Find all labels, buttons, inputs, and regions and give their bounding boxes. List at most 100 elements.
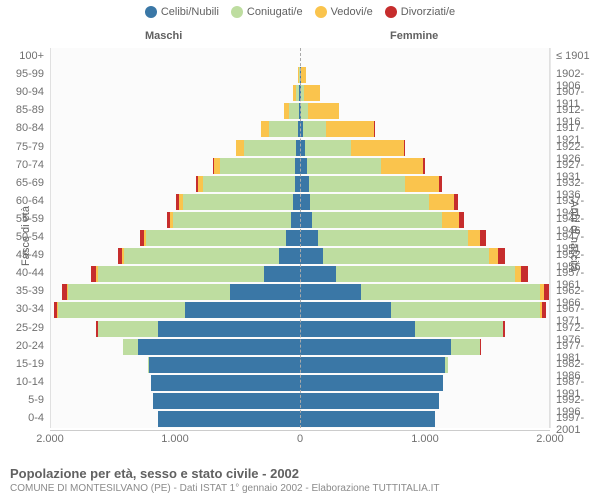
bar-segment: [326, 121, 375, 137]
bar-segment: [124, 248, 279, 264]
bar-segment: [220, 158, 295, 174]
bar-segment: [405, 176, 439, 192]
bar-segment: [423, 158, 425, 174]
bar-segment: [269, 121, 298, 137]
x-tick-label: 0: [297, 433, 303, 445]
bar-segment: [351, 140, 404, 156]
bar-segment: [303, 121, 326, 137]
bar-segment: [300, 411, 435, 427]
bar-segment: [312, 212, 442, 228]
bar-segment: [445, 357, 448, 373]
bar-segment: [305, 140, 351, 156]
bar-segment: [300, 321, 415, 337]
bar-segment: [279, 248, 300, 264]
bar-segment: [381, 158, 424, 174]
bar-segment: [261, 121, 269, 137]
y-left-label: 40-44: [0, 267, 48, 279]
bar-male: [153, 393, 301, 409]
bar-female: [300, 321, 505, 337]
bar-segment: [146, 230, 286, 246]
bar-segment: [300, 393, 439, 409]
bar-segment: [323, 248, 489, 264]
y-left-label: 10-14: [0, 376, 48, 388]
y-left-label: 50-54: [0, 231, 48, 243]
y-left-label: 25-29: [0, 322, 48, 334]
bar-segment: [291, 212, 300, 228]
bar-segment: [293, 194, 301, 210]
bar-segment: [361, 284, 540, 300]
bar-segment: [203, 176, 296, 192]
bar-segment: [451, 339, 480, 355]
y-left-label: 75-79: [0, 141, 48, 153]
bar-segment: [183, 194, 293, 210]
bar-segment: [468, 230, 481, 246]
bar-segment: [173, 212, 291, 228]
y-left-label: 0-4: [0, 412, 48, 424]
bar-male: [167, 212, 300, 228]
bar-male: [236, 140, 300, 156]
chart-footer: Popolazione per età, sesso e stato civil…: [10, 466, 590, 494]
x-tick-label: 2.000: [36, 433, 64, 445]
bar-segment: [300, 230, 318, 246]
bar-female: [300, 158, 425, 174]
bar-segment: [307, 158, 381, 174]
bar-segment: [138, 339, 301, 355]
bar-male: [62, 284, 300, 300]
legend: Celibi/NubiliConiugati/eVedovi/eDivorzia…: [0, 6, 600, 18]
bar-female: [300, 284, 549, 300]
chart-subtitle: COMUNE DI MONTESILVANO (PE) - Dati ISTAT…: [10, 483, 590, 494]
bar-segment: [439, 176, 442, 192]
bar-female: [300, 212, 464, 228]
y-left-label: 55-59: [0, 213, 48, 225]
bar-segment: [318, 230, 468, 246]
bar-segment: [300, 375, 443, 391]
bar-segment: [304, 85, 320, 101]
bar-female: [300, 357, 448, 373]
bar-male: [176, 194, 300, 210]
bar-segment: [310, 194, 429, 210]
bar-male: [54, 302, 300, 318]
bar-female: [300, 230, 486, 246]
y-left-label: 85-89: [0, 104, 48, 116]
bar-female: [300, 103, 339, 119]
bar-female: [300, 375, 443, 391]
y-left-label: 5-9: [0, 394, 48, 406]
bar-male: [213, 158, 301, 174]
bar-segment: [300, 212, 312, 228]
center-line: [300, 48, 301, 428]
y-left-label: 65-69: [0, 177, 48, 189]
y-left-label: 80-84: [0, 122, 48, 134]
bar-segment: [544, 284, 549, 300]
bar-segment: [264, 266, 300, 282]
bar-female: [300, 176, 442, 192]
bar-segment: [185, 302, 300, 318]
legend-label: Divorziati/e: [401, 6, 455, 18]
bar-segment: [480, 339, 481, 355]
bar-segment: [236, 140, 244, 156]
bar-segment: [415, 321, 503, 337]
bar-male: [261, 121, 300, 137]
x-tick-label: 2.000: [536, 433, 564, 445]
bar-segment: [521, 266, 527, 282]
bar-segment: [153, 393, 301, 409]
bar-male: [284, 103, 300, 119]
bar-male: [148, 357, 300, 373]
legend-label: Vedovi/e: [331, 6, 373, 18]
y-left-label: 20-24: [0, 340, 48, 352]
bar-segment: [498, 248, 505, 264]
male-header: Maschi: [145, 30, 182, 42]
y-left-label: 30-34: [0, 303, 48, 315]
bar-segment: [68, 284, 231, 300]
bar-segment: [151, 375, 300, 391]
bar-male: [293, 85, 301, 101]
y-left-label: 90-94: [0, 86, 48, 98]
bar-segment: [391, 302, 540, 318]
bar-female: [300, 194, 458, 210]
y-left-label: 45-49: [0, 249, 48, 261]
bar-female: [300, 393, 439, 409]
bar-segment: [158, 411, 301, 427]
bar-female: [300, 248, 505, 264]
bar-female: [300, 121, 375, 137]
bar-segment: [308, 103, 339, 119]
y-left-label: 60-64: [0, 195, 48, 207]
